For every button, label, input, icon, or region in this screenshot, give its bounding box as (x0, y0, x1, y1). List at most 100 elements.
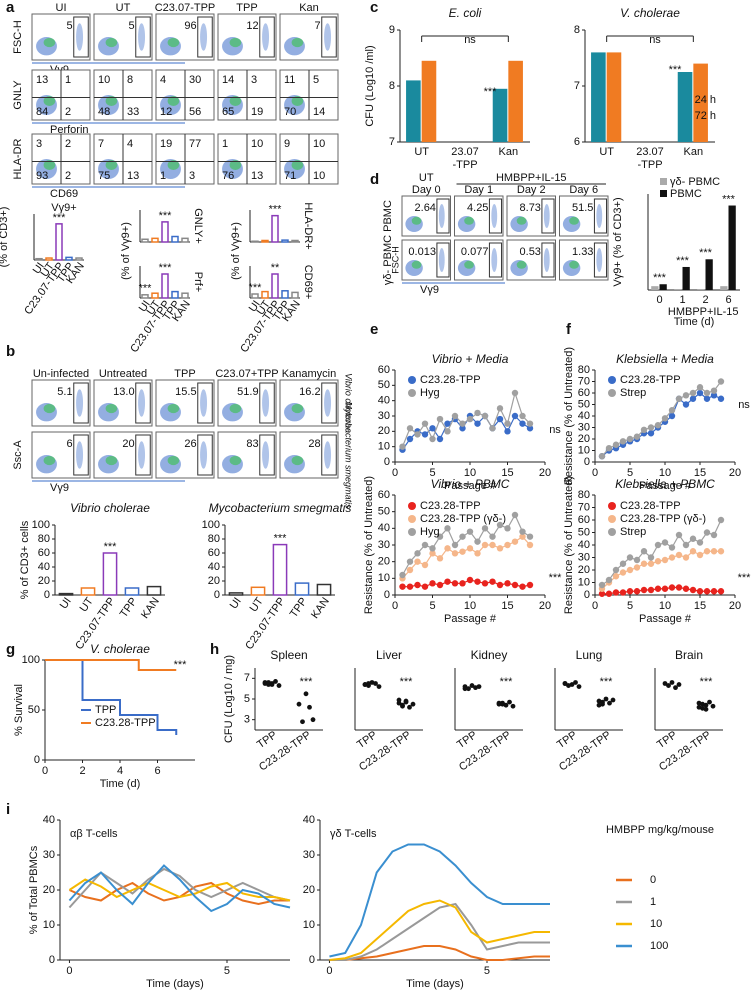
point (676, 682, 682, 687)
legend-label: Hyg (420, 387, 440, 399)
y-tick-label: 40 (38, 561, 50, 573)
y-tick-label: 50 (28, 704, 40, 716)
point (296, 701, 302, 707)
point (451, 580, 459, 587)
quadrant-value: 2 (65, 138, 71, 150)
quadrant-value: 10 (313, 170, 325, 182)
point (669, 680, 675, 685)
point (619, 589, 627, 596)
point (436, 581, 444, 589)
legend-label: C23.28-TPP (620, 500, 681, 512)
bar (161, 221, 169, 243)
bar (682, 266, 690, 290)
gate-value: 8.73 (520, 202, 541, 214)
flow-cloud (105, 96, 118, 106)
chart-label: HMBPP+IL-15 (668, 306, 739, 318)
flow-frame (217, 431, 277, 479)
point (410, 701, 416, 707)
quadrant-value: 2 (65, 106, 71, 118)
y-tick-label: 20 (378, 425, 390, 437)
bar (406, 80, 421, 142)
legend-swatch (608, 376, 616, 384)
bar (651, 286, 659, 290)
flow-cloud (411, 216, 422, 225)
gate (436, 198, 450, 234)
x-tick-label: 0 (392, 600, 398, 612)
annotation: *** (159, 262, 173, 274)
quadrant-value: 33 (127, 106, 139, 118)
gate-value: 7 (314, 20, 320, 32)
point (710, 392, 718, 399)
legend-label: PBMC (670, 188, 702, 200)
flow-cloud (569, 216, 579, 225)
point (414, 550, 421, 557)
point (647, 560, 655, 567)
chart-title: Brain (675, 648, 703, 662)
legend-label: Strep (620, 526, 646, 538)
bar (58, 592, 74, 596)
y-tick-label: 7 (244, 672, 250, 684)
flow-cloud (167, 160, 180, 170)
annotation: *** (484, 86, 498, 98)
point (273, 679, 278, 684)
gate (488, 198, 503, 234)
gate (135, 382, 151, 424)
y-label: % Survival (13, 684, 25, 736)
y-tick-label: 10 (303, 919, 315, 931)
quadrant-value: 76 (222, 170, 234, 182)
point (640, 560, 648, 567)
flow-cloud (491, 248, 498, 272)
chart-title: V. cholerae (620, 6, 680, 20)
legend-label: 1 (650, 896, 656, 908)
quadrant-value: 19 (160, 138, 172, 150)
flow-cloud (438, 204, 445, 228)
point (633, 564, 641, 571)
quadrant-value: 56 (189, 106, 201, 118)
point (661, 539, 669, 546)
bar (421, 60, 437, 142)
y-tick-label: 40 (208, 561, 220, 573)
point (640, 426, 648, 433)
point (610, 697, 616, 703)
y-tick-label: 60 (378, 364, 390, 376)
bar (693, 63, 708, 142)
quadrant-value: 77 (189, 138, 201, 150)
y-tick-label: 20 (38, 575, 50, 587)
flow-cloud (324, 441, 332, 469)
annotation: ns (649, 34, 661, 46)
flow-cloud (291, 96, 304, 106)
annotation: *** (500, 676, 514, 688)
panel-label: g (6, 641, 15, 658)
chart-label: Prf+ (192, 272, 204, 292)
bar (720, 286, 728, 290)
x-tick-label: UI (58, 596, 74, 612)
annotation: *** (274, 533, 288, 545)
x-tick-label: 6 (154, 765, 160, 777)
x-tick-label: 5 (627, 467, 633, 479)
gate (436, 242, 450, 278)
point (466, 415, 474, 423)
bar (281, 239, 289, 243)
x-tick-label: KAN (139, 595, 162, 620)
point (626, 554, 634, 561)
series-line (329, 945, 550, 961)
point (717, 548, 725, 555)
x-tick-label: 15 (501, 600, 513, 612)
quadrant-value: 70 (284, 106, 296, 118)
point (689, 389, 697, 397)
point (414, 558, 421, 565)
point (474, 550, 481, 557)
x-tick-label: TPP (555, 729, 579, 751)
axis-y-label: FSC-H (390, 246, 400, 274)
point (605, 590, 613, 597)
point (400, 702, 405, 708)
point (459, 420, 466, 427)
x-tick-label: 6 (725, 294, 731, 306)
point (476, 684, 482, 689)
bar (271, 273, 279, 299)
flow-cloud (167, 37, 180, 48)
x-tick-label: 0 (66, 965, 72, 977)
point (421, 420, 429, 427)
chart-title: αβ T-cells (70, 828, 118, 840)
